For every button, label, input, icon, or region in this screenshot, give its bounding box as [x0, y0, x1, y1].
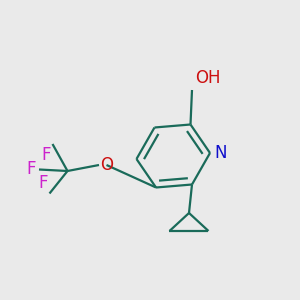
Text: N: N [215, 144, 227, 162]
Text: F: F [26, 160, 35, 178]
Text: O: O [100, 156, 113, 174]
Text: F: F [41, 146, 51, 164]
Text: F: F [38, 174, 48, 192]
Text: OH: OH [195, 69, 220, 87]
